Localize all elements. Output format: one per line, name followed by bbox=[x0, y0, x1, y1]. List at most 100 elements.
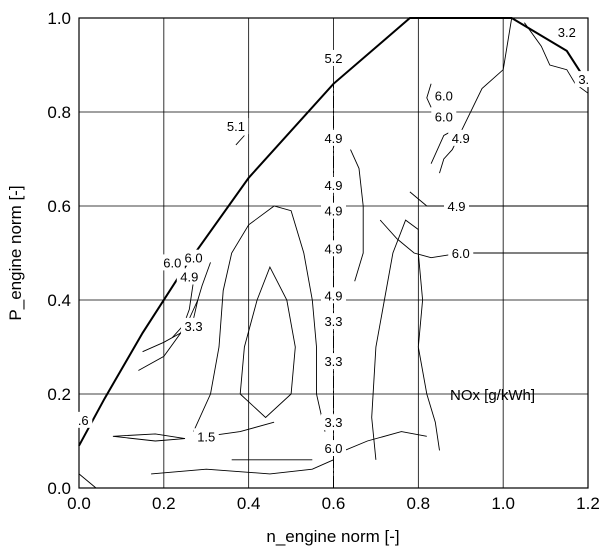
boundary-line bbox=[78, 17, 589, 447]
contour-line-6-0 bbox=[379, 219, 588, 259]
contour-line-3-3 bbox=[239, 266, 296, 419]
contour-label: 3.3 bbox=[181, 317, 207, 334]
contour-label-bg bbox=[321, 313, 346, 330]
contour-label: 3. bbox=[574, 71, 593, 88]
contour-label-text: 6.0 bbox=[324, 441, 342, 456]
contour-label: 6.0 bbox=[321, 440, 346, 457]
contour-label-bg bbox=[448, 245, 474, 261]
contour-line-6-0 bbox=[439, 17, 513, 174]
contour-label-text: 3.3 bbox=[324, 314, 342, 329]
contour-label-bg bbox=[74, 411, 93, 428]
contour-line-6-0 bbox=[151, 459, 334, 475]
contour-label-text: 3.2 bbox=[558, 25, 576, 40]
contour-label-text: 4.9 bbox=[180, 270, 198, 285]
x-axis-label: n_engine norm [-] bbox=[266, 527, 399, 546]
contour-label: 6.0 bbox=[448, 245, 474, 261]
contour-label: 4.9 bbox=[321, 176, 346, 193]
contour-lines bbox=[78, 17, 589, 489]
contour-line-4-9 bbox=[409, 191, 588, 207]
contour-label: 4.9 bbox=[321, 287, 346, 304]
contour-label-bg bbox=[321, 240, 346, 257]
contour-labels: 5.25.14.94.94.94.94.93.33.33.36.06.06.04… bbox=[74, 24, 593, 457]
x-tick-label: 1.2 bbox=[576, 494, 600, 513]
contour-label: 3.3 bbox=[321, 414, 346, 431]
contour-line-1-5 bbox=[112, 433, 186, 442]
contour-label: 6.0 bbox=[431, 87, 457, 104]
contour-label-bg bbox=[176, 268, 202, 285]
y-tick-label: 0.8 bbox=[47, 103, 71, 122]
y-tick-label: 0.4 bbox=[47, 291, 71, 310]
contour-line-4-9 bbox=[371, 219, 440, 460]
contour-label-text: 6.0 bbox=[452, 246, 470, 261]
y-axis-label: P_engine norm [-] bbox=[6, 185, 25, 320]
contour-label-text: 3.3 bbox=[324, 415, 342, 430]
contour-label-text: 4.9 bbox=[324, 241, 342, 256]
x-axis-ticks: 0.0 0.2 0.4 0.6 0.8 1.0 1.2 bbox=[67, 494, 600, 513]
x-tick-label: 0.8 bbox=[407, 494, 431, 513]
contour-label-bg bbox=[554, 24, 580, 41]
contour-label: 5.2 bbox=[321, 49, 346, 66]
contour-label-text: 4.9 bbox=[324, 204, 342, 219]
contour-label: 4.9 bbox=[444, 198, 470, 214]
y-tick-label: 0.6 bbox=[47, 197, 71, 216]
contour-line-6-0 bbox=[333, 431, 427, 456]
contour-label-text: .6 bbox=[78, 413, 89, 428]
contour-label: 4.9 bbox=[321, 202, 346, 219]
contour-label-bg bbox=[448, 129, 474, 146]
contour-label-bg bbox=[321, 353, 346, 370]
contour-label-text: 6.0 bbox=[184, 251, 202, 266]
contour-label: 4.9 bbox=[321, 240, 346, 257]
contour-label-text: 4.9 bbox=[324, 288, 342, 303]
contour-label-bg bbox=[321, 202, 346, 219]
contour-line-6-0 bbox=[426, 83, 432, 108]
contour-label-text: 4.9 bbox=[324, 178, 342, 193]
contour-label-text: 4.9 bbox=[452, 131, 470, 146]
legend-label: NOx [g/kWh] bbox=[450, 387, 535, 404]
contour-label-bg bbox=[321, 129, 346, 146]
contour-label-text: 5.1 bbox=[227, 119, 245, 134]
contour-label: 6.0 bbox=[181, 249, 207, 266]
contour-label: 3.2 bbox=[554, 24, 580, 41]
x-tick-label: 0.2 bbox=[152, 494, 176, 513]
contour-label: 4.9 bbox=[176, 268, 202, 285]
contour-label-text: 6.0 bbox=[163, 255, 181, 270]
contour-label-bg bbox=[321, 49, 346, 66]
contour-label-bg bbox=[574, 71, 593, 88]
y-tick-label: 0.2 bbox=[47, 385, 71, 404]
contour-line-5-1 bbox=[235, 135, 245, 146]
contour-label-text: 3. bbox=[578, 72, 589, 87]
contour-label-bg bbox=[159, 254, 185, 271]
contour-label-text: 5.2 bbox=[324, 51, 342, 66]
x-tick-label: 1.0 bbox=[491, 494, 515, 513]
x-tick-label: 0.4 bbox=[237, 494, 261, 513]
contour-label: 1.5 bbox=[193, 428, 219, 445]
contour-label-text: 3.3 bbox=[184, 319, 202, 334]
contour-label: 3.3 bbox=[321, 353, 346, 370]
contour-label-bg bbox=[321, 287, 346, 304]
contour-label: 4.9 bbox=[448, 129, 474, 146]
contour-label-text: 3.3 bbox=[324, 354, 342, 369]
contour-label: .6 bbox=[74, 411, 93, 428]
contour-label: 6.0 bbox=[431, 108, 457, 125]
y-tick-label: 0.0 bbox=[47, 479, 71, 498]
y-axis-ticks: 0.0 0.2 0.4 0.6 0.8 1.0 bbox=[47, 9, 71, 498]
contour-label-bg bbox=[431, 87, 457, 104]
contour-label-bg bbox=[223, 118, 249, 135]
contour-label: 5.1 bbox=[223, 118, 249, 135]
contour-line-4-9 bbox=[350, 149, 364, 282]
contour-label-text: 4.9 bbox=[324, 131, 342, 146]
plot-frame bbox=[78, 17, 589, 489]
contour-label: 4.9 bbox=[321, 129, 346, 146]
contour-label-text: 6.0 bbox=[435, 89, 453, 104]
contour-label: 6.0 bbox=[159, 254, 185, 271]
contour-label-text: 6.0 bbox=[435, 110, 453, 125]
x-tick-label: 0.0 bbox=[67, 494, 91, 513]
contour-label-bg bbox=[181, 249, 207, 266]
contour-label: 3.3 bbox=[321, 313, 346, 330]
contour-label-bg bbox=[444, 198, 470, 214]
y-tick-label: 1.0 bbox=[47, 9, 71, 28]
x-tick-label: 0.6 bbox=[322, 494, 346, 513]
contour-label-bg bbox=[321, 176, 346, 193]
contour-label-text: 1.5 bbox=[197, 429, 215, 444]
